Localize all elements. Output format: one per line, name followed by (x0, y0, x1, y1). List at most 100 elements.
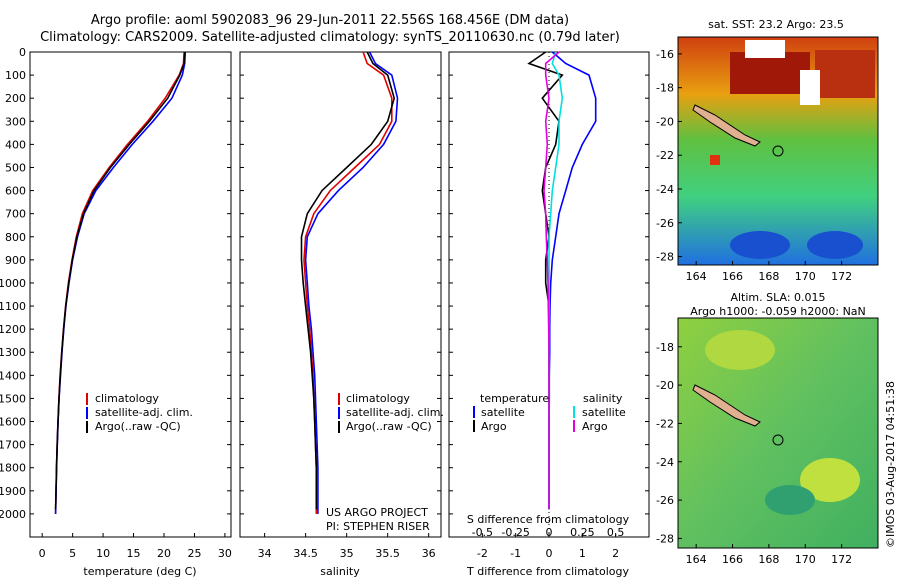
series-line-satellite-adj-clim- (304, 51, 399, 514)
salinity-axis-label: salinity (320, 565, 360, 578)
legend-label-sal-satellite: satellite (582, 406, 626, 419)
map-x-tick-label: 170 (795, 553, 816, 566)
map-x-tick-label: 168 (758, 553, 779, 566)
temperature-axis-label: temperature (deg C) (83, 565, 196, 578)
legend-label-satellite: satellite-adj. clim. (346, 406, 444, 419)
new-caledonia-island (692, 384, 761, 427)
y-tick-label: 400 (5, 138, 26, 151)
imos-stamp: ©IMOS 03-Aug-2017 04:51:38 (884, 381, 897, 548)
x-tick-label: 35.5 (375, 547, 400, 560)
sst-missing-data (800, 70, 820, 105)
pi-label: PI: STEPHEN RISER (326, 520, 430, 533)
sla-low-patch (765, 485, 815, 515)
series-line-satellite-adj-clim- (54, 51, 187, 514)
x-tick-label: 34.5 (293, 547, 318, 560)
s-tick-label: 0.25 (570, 526, 595, 539)
y-tick-label: 1600 (0, 416, 26, 429)
y-tick-label: 0 (19, 46, 26, 59)
map-y-tick-label: -22 (656, 417, 674, 430)
s-tick-label: 0.5 (607, 526, 625, 539)
s-tick-label: 0 (546, 526, 553, 539)
map-y-tick-label: -18 (656, 82, 674, 95)
map-y-tick-label: -24 (656, 183, 674, 196)
legend-label-climatology: climatology (346, 392, 410, 405)
y-tick-label: 2000 (0, 508, 26, 521)
map-x-tick-label: 164 (686, 270, 707, 283)
x-tick-label: 0 (39, 547, 46, 560)
legend-label-climatology: climatology (95, 392, 159, 405)
y-tick-label: 500 (5, 161, 26, 174)
sst-missing-data (745, 40, 785, 58)
map-y-tick-label: -28 (656, 532, 674, 545)
sla-high-patch (800, 458, 860, 502)
difference-legend: temperature salinity satellite satellite… (473, 392, 626, 433)
y-tick-label: 1700 (0, 439, 26, 452)
sst-warm-patch (730, 52, 810, 94)
legend-label-temp-argo: Argo (481, 420, 507, 433)
series-line-argo-raw-qc- (300, 51, 396, 510)
y-tick-label: 1100 (0, 300, 26, 313)
y-tick-label: 300 (5, 115, 26, 128)
x-tick-label: 10 (96, 547, 110, 560)
x-tick-label: 0 (546, 547, 553, 560)
legend-label-satellite: satellite-adj. clim. (95, 406, 193, 419)
y-tick-label: 1000 (0, 277, 26, 290)
map-y-tick-label: -26 (656, 217, 674, 230)
profile-location-marker (772, 145, 784, 157)
map-x-tick-label: 168 (758, 270, 779, 283)
s-tick-label: -0.5 (472, 526, 493, 539)
map-y-tick-label: -16 (656, 48, 674, 61)
figure-title-line1: Argo profile: aoml 5902083_96 29-Jun-201… (90, 13, 570, 28)
sla-map-frame (677, 317, 879, 549)
legend-heading-temperature: temperature (480, 392, 549, 405)
x-tick-label: -2 (477, 547, 488, 560)
series-line-temperature-satellite (548, 51, 597, 510)
x-tick-label: 2 (612, 547, 619, 560)
y-tick-label: 700 (5, 208, 26, 221)
sst-warm-patch-east (815, 50, 875, 98)
map-x-tick-label: 166 (722, 553, 743, 566)
temperature-plot-frame (29, 51, 232, 538)
sla-map-title2: Argo h1000: -0.059 h2000: NaN (690, 305, 866, 318)
sst-cold-patch (730, 231, 790, 259)
sst-map-title: sat. SST: 23.2 Argo: 23.5 (708, 18, 844, 31)
series-line-climatology (54, 51, 185, 514)
figure-title-line2: Climatology: CARS2009. Satellite-adjuste… (40, 30, 620, 45)
y-tick-label: 1800 (0, 462, 26, 475)
map-x-tick-label: 170 (795, 270, 816, 283)
y-tick-label: 600 (5, 185, 26, 198)
sst-cold-patch (807, 231, 863, 259)
legend-label-temp-satellite: satellite (481, 406, 525, 419)
series-line-salinity-argo (543, 51, 560, 510)
legend-label-sal-argo: Argo (582, 420, 608, 433)
x-tick-label: 30 (218, 547, 232, 560)
sla-map (678, 318, 878, 548)
map-x-tick-label: 172 (831, 553, 852, 566)
legend-heading-salinity: salinity (583, 392, 623, 405)
map-y-tick-label: -18 (656, 341, 674, 354)
temperature-legend: climatology satellite-adj. clim. Argo(..… (86, 392, 193, 433)
x-tick-label: 15 (127, 547, 141, 560)
legend-label-argo: Argo(..raw -QC) (95, 420, 181, 433)
map-y-tick-label: -26 (656, 494, 674, 507)
x-tick-label: 5 (69, 547, 76, 560)
t-difference-axis-label: T difference from climatology (466, 565, 629, 578)
sst-map (678, 37, 878, 265)
x-tick-label: 34 (258, 547, 272, 560)
series-line-argo-raw-qc- (54, 51, 186, 510)
map-x-tick-label: 172 (831, 270, 852, 283)
y-tick-label: 1500 (0, 392, 26, 405)
s-difference-axis-label: S difference from climatology (467, 513, 630, 526)
x-tick-label: 25 (187, 547, 201, 560)
map-y-tick-label: -22 (656, 149, 674, 162)
y-tick-label: 1400 (0, 369, 26, 382)
x-tick-label: -1 (510, 547, 521, 560)
x-tick-label: 20 (157, 547, 171, 560)
map-y-tick-label: -20 (656, 115, 674, 128)
x-tick-label: 36 (422, 547, 436, 560)
sst-warm-spot (710, 155, 720, 165)
sst-map-frame (677, 36, 879, 266)
map-x-tick-label: 166 (722, 270, 743, 283)
x-tick-label: 1 (579, 547, 586, 560)
